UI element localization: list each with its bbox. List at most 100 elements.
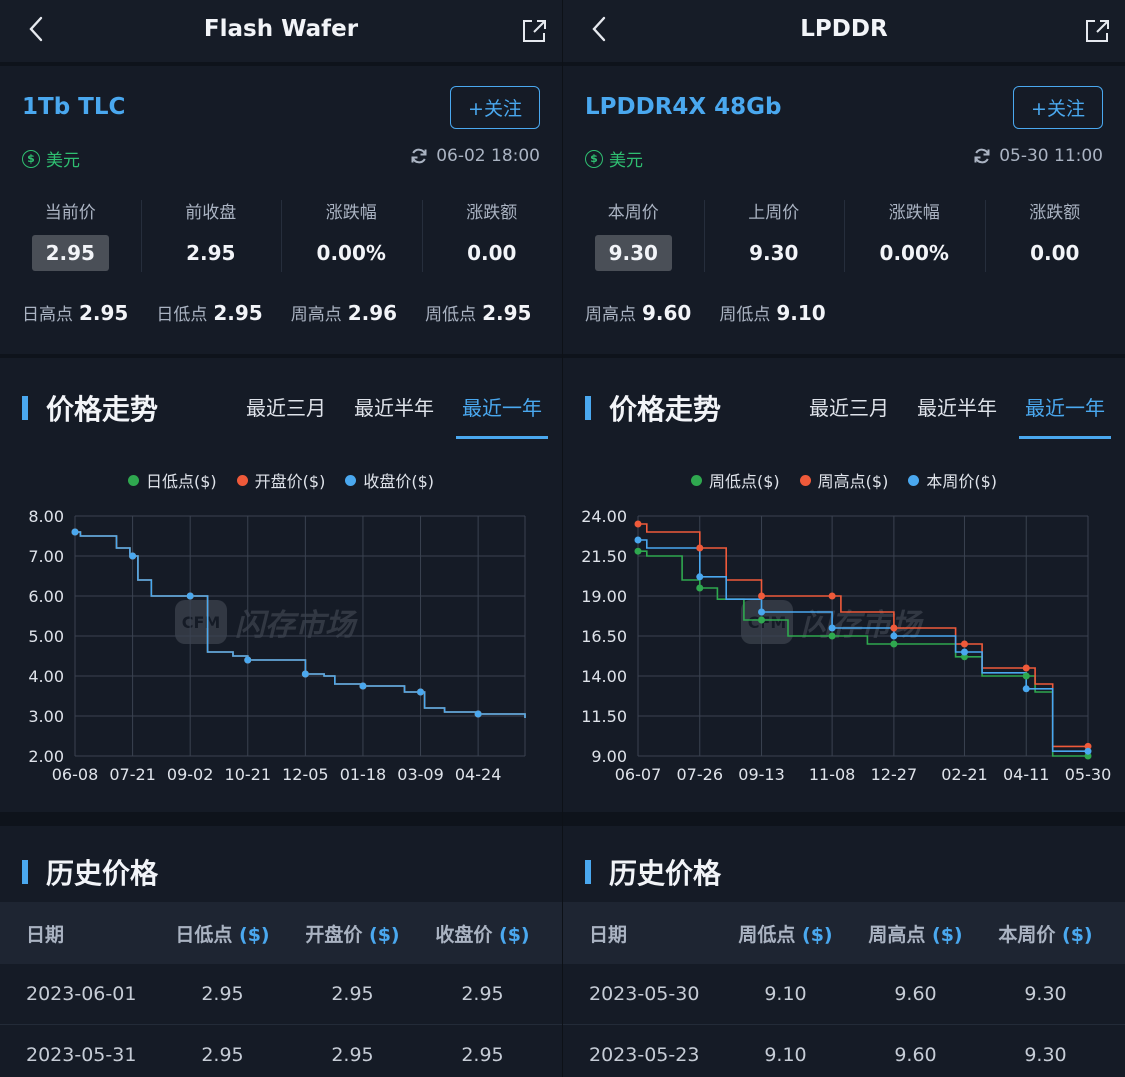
- divider: [0, 812, 562, 826]
- y-tick-label: 3.00: [28, 707, 64, 726]
- col-header-1: 日低点 ($): [170, 920, 275, 947]
- metric-change-pct: 涨跌幅 0.00%: [281, 194, 422, 274]
- screen-flash-wafer: Flash Wafer 1Tb TLC +关注 $ 美元 06-02 18:00…: [0, 0, 562, 1077]
- col-unit: ($): [932, 923, 963, 946]
- divider: [563, 62, 1125, 66]
- col-unit: ($): [499, 923, 530, 946]
- metric-label: 当前价: [44, 203, 96, 223]
- y-tick-label: 11.50: [581, 707, 627, 726]
- col-unit: ($): [239, 923, 270, 946]
- tab-range-6m[interactable]: 最近半年: [354, 396, 434, 420]
- y-tick-label: 24.00: [581, 507, 627, 526]
- data-point: [1022, 664, 1030, 672]
- col-label: 开盘价: [305, 923, 363, 946]
- cell-value: 9.60: [894, 983, 937, 1005]
- tab-range-1y[interactable]: 最近一年: [456, 392, 548, 439]
- series-line: [638, 550, 1088, 757]
- col-label: 日期: [589, 923, 628, 946]
- table-row[interactable]: 2023-06-01 2.95 2.95 2.95: [0, 964, 562, 1025]
- product-name: LPDDR4X 48Gb: [585, 94, 782, 120]
- legend-item[interactable]: 周高点($): [799, 468, 888, 492]
- legend-item[interactable]: 日低点($): [127, 468, 217, 492]
- cell-date: 2023-05-30: [589, 983, 700, 1005]
- data-point: [960, 640, 968, 648]
- series-line: [75, 531, 526, 718]
- y-tick-label: 9.00: [591, 747, 627, 766]
- data-point: [129, 552, 137, 560]
- refresh-icon[interactable]: [410, 147, 428, 165]
- share-icon[interactable]: [1083, 17, 1111, 45]
- cell-value: 2.95: [201, 983, 244, 1005]
- table-header: 日期 周低点 ($) 周高点 ($) 本周价 ($): [563, 902, 1125, 964]
- range-tabs: 最近三月 最近半年 最近一年: [781, 392, 1111, 439]
- x-tick-label: 02-21: [941, 765, 988, 784]
- data-point: [890, 632, 898, 640]
- section-header: 历史价格: [22, 852, 158, 892]
- x-tick-label: 03-09: [397, 765, 444, 784]
- cell-value: 9.60: [894, 1044, 937, 1066]
- extreme-label: 周低点: [719, 305, 771, 325]
- divider: [0, 354, 562, 358]
- share-icon[interactable]: [520, 17, 548, 45]
- legend-item[interactable]: 本周价($): [908, 468, 997, 492]
- metric-label: 涨跌幅: [325, 203, 377, 223]
- refresh-icon[interactable]: [973, 147, 991, 165]
- extreme-day-low: 日低点 2.95: [156, 300, 262, 325]
- metric-value: 0.00%: [316, 241, 386, 265]
- legend-label: 开盘价($): [254, 472, 326, 491]
- tab-range-3m[interactable]: 最近三月: [246, 396, 326, 420]
- data-point: [474, 710, 482, 718]
- chart-legend: 周低点($) 周高点($) 本周价($): [563, 468, 1125, 492]
- tab-range-6m[interactable]: 最近半年: [917, 396, 997, 420]
- table-row[interactable]: 2023-05-31 2.95 2.95 2.95: [0, 1025, 562, 1077]
- extreme-value: 2.95: [79, 301, 129, 325]
- table-row[interactable]: 2023-05-30 9.10 9.60 9.30: [563, 964, 1125, 1025]
- legend-label: 周低点($): [708, 472, 780, 491]
- tab-range-3m[interactable]: 最近三月: [809, 396, 889, 420]
- follow-button[interactable]: +关注: [1013, 86, 1103, 129]
- data-point: [828, 624, 836, 632]
- section-header: 历史价格: [585, 852, 721, 892]
- extreme-value: 2.96: [347, 301, 398, 325]
- legend-item[interactable]: 周低点($): [690, 468, 780, 492]
- col-label: 本周价: [998, 923, 1056, 946]
- metric-label: 本周价: [607, 203, 659, 223]
- col-header-2: 开盘价 ($): [300, 920, 405, 947]
- metric-label: 涨跌额: [1029, 203, 1081, 223]
- section-header: 价格走势: [585, 388, 721, 428]
- extreme-value: 9.60: [642, 301, 692, 325]
- tab-range-1y[interactable]: 最近一年: [1019, 392, 1111, 439]
- y-tick-label: 16.50: [581, 627, 627, 646]
- col-header-1: 周低点 ($): [733, 920, 838, 947]
- back-arrow-icon[interactable]: [585, 14, 615, 44]
- col-header-date: 日期: [26, 920, 64, 947]
- col-header-3: 收盘价 ($): [430, 920, 535, 947]
- data-point: [758, 592, 766, 600]
- update-time-text: 06-02 18:00: [436, 146, 540, 166]
- table-row[interactable]: 2023-05-23 9.10 9.60 9.30: [563, 1025, 1125, 1077]
- legend-dot: [799, 474, 811, 486]
- cell-value: 2.95: [201, 1044, 244, 1066]
- y-tick-label: 14.00: [581, 667, 627, 686]
- legend-dot: [236, 474, 248, 486]
- price-trend-section: 价格走势 最近三月 最近半年 最近一年 周低点($) 周高点($) 本周价($)…: [563, 358, 1125, 812]
- extreme-value: 2.95: [213, 301, 263, 325]
- page-title: Flash Wafer: [203, 16, 359, 42]
- update-time: 06-02 18:00: [410, 146, 540, 166]
- data-point: [359, 682, 367, 690]
- data-point: [634, 547, 642, 555]
- legend-item[interactable]: 收盘价($): [345, 468, 434, 492]
- data-point: [696, 544, 704, 552]
- data-point: [696, 573, 704, 581]
- y-tick-label: 6.00: [28, 587, 64, 606]
- extreme-week-high: 周高点 9.60: [585, 300, 691, 325]
- update-time-text: 05-30 11:00: [999, 146, 1103, 166]
- back-arrow-icon[interactable]: [22, 14, 52, 44]
- legend-item[interactable]: 开盘价($): [236, 468, 326, 492]
- col-label: 日期: [26, 923, 65, 946]
- col-label: 周低点: [738, 923, 796, 946]
- follow-button[interactable]: +关注: [450, 86, 540, 129]
